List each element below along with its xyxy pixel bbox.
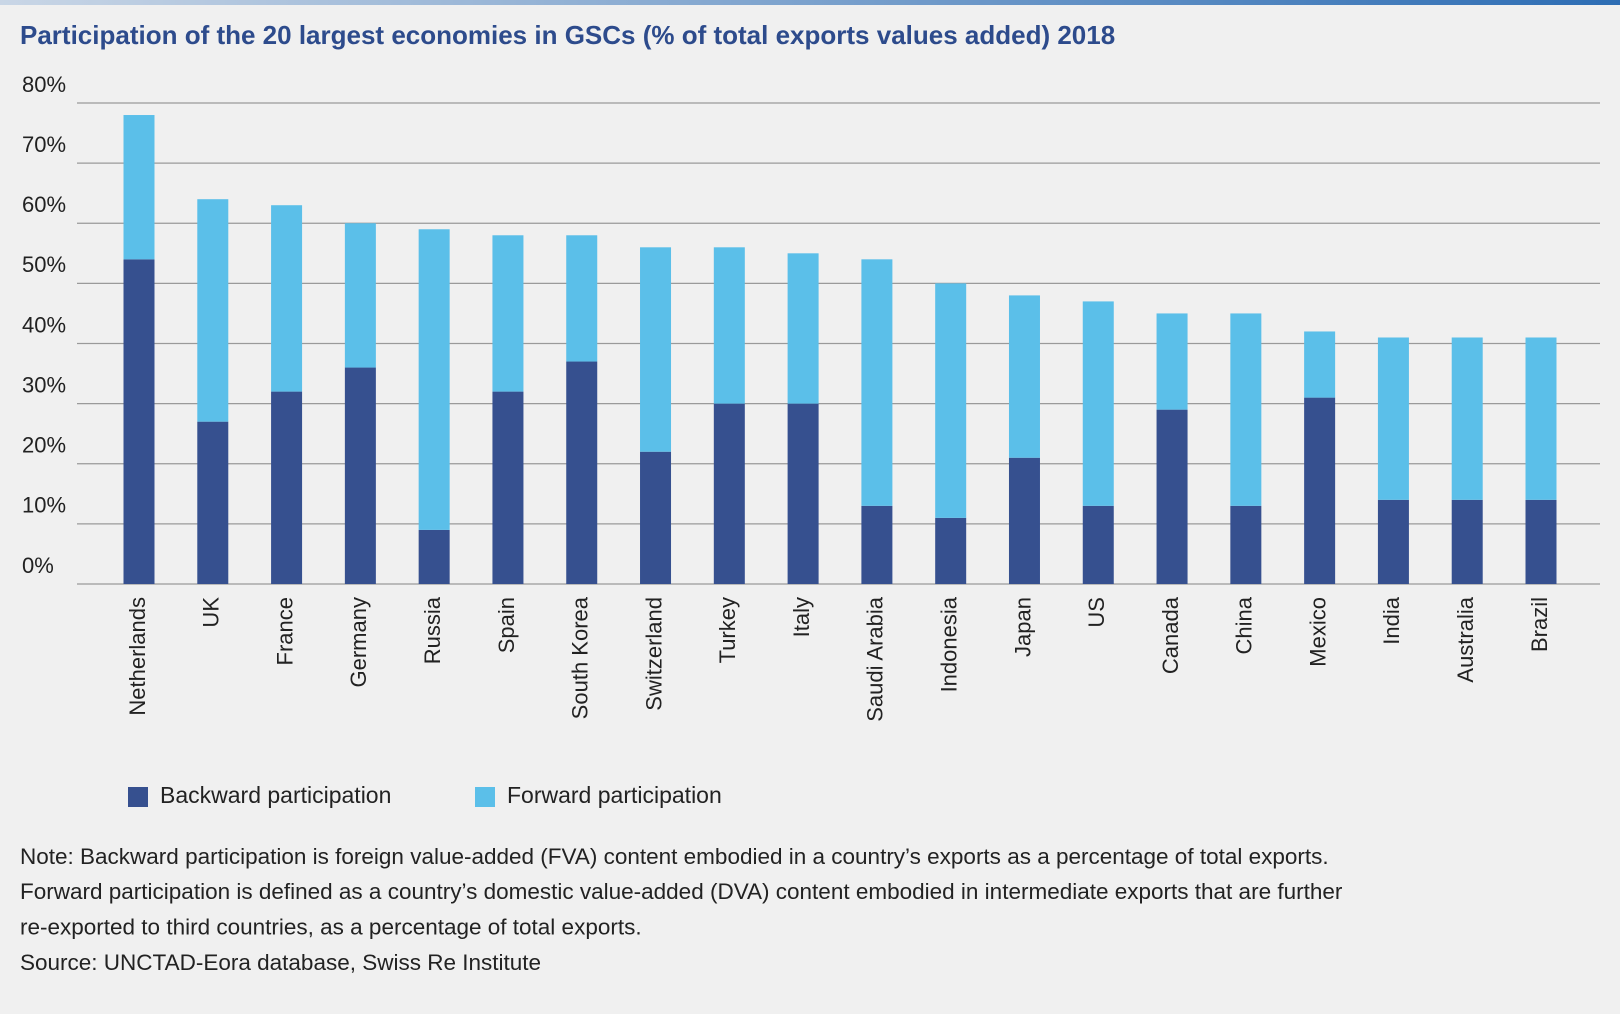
legend-label: Forward participation	[507, 782, 722, 808]
bar-segment	[787, 403, 819, 584]
bar-segment	[123, 115, 155, 260]
x-tick-label: Switzerland	[641, 597, 666, 711]
y-tick-label: 80%	[22, 72, 66, 97]
bar-segment	[1156, 313, 1188, 410]
bar-segment	[1156, 409, 1188, 584]
y-tick-label: 10%	[22, 493, 66, 518]
bar-segment	[1451, 499, 1483, 584]
chart-title: Participation of the 20 largest economie…	[20, 20, 1115, 50]
bar-segment	[566, 235, 598, 362]
x-tick-label: Germany	[346, 597, 371, 687]
y-tick-label: 40%	[22, 312, 66, 337]
bar-segment	[418, 229, 450, 530]
bar-segment	[566, 361, 598, 584]
x-tick-label: US	[1084, 597, 1109, 628]
x-tick-label: Russia	[420, 596, 445, 664]
bar-segment	[861, 505, 893, 584]
legend-swatch	[475, 787, 495, 807]
bar-segment	[1377, 337, 1409, 500]
legend-label: Backward participation	[160, 782, 391, 808]
bar-segment	[271, 391, 303, 584]
x-tick-label: France	[272, 597, 297, 665]
x-tick-label: Netherlands	[125, 597, 150, 716]
legend-swatch	[128, 787, 148, 807]
bar-segment	[492, 391, 524, 584]
bar-segment	[344, 223, 376, 368]
bar-segment	[713, 247, 745, 404]
bar-segment	[1377, 499, 1409, 584]
x-tick-label: Italy	[789, 597, 814, 637]
bar-segment	[861, 259, 893, 506]
bar-segment	[1304, 397, 1336, 584]
y-tick-label: 70%	[22, 132, 66, 157]
x-tick-label: South Korea	[568, 596, 593, 719]
bar-segment	[640, 451, 672, 584]
bar-segment	[1525, 499, 1557, 584]
y-tick-label: 60%	[22, 192, 66, 217]
bar-segment	[1304, 331, 1336, 398]
y-tick-label: 0%	[22, 553, 54, 578]
x-tick-label: Turkey	[715, 597, 740, 663]
y-tick-label: 20%	[22, 433, 66, 458]
bar-segment	[344, 367, 376, 584]
x-tick-label: Canada	[1158, 596, 1183, 674]
bar-segment	[1451, 337, 1483, 500]
top-rule	[0, 0, 1620, 5]
note: Note: Backward participation is foreign …	[20, 844, 1329, 869]
bar-segment	[418, 529, 450, 584]
bar-segment	[1082, 505, 1114, 584]
x-tick-label: Brazil	[1527, 597, 1552, 652]
bar-segment	[1230, 313, 1262, 506]
x-tick-label: Spain	[494, 597, 519, 653]
bar-segment	[271, 205, 303, 392]
bar-segment	[492, 235, 524, 392]
bar-segment	[1008, 295, 1040, 458]
bar-segment	[197, 199, 229, 422]
x-tick-label: China	[1232, 596, 1257, 654]
bar-segment	[123, 259, 155, 584]
x-tick-label: Japan	[1010, 597, 1035, 657]
bar-segment	[935, 283, 967, 518]
note: re-exported to third countries, as a per…	[20, 915, 642, 940]
bar-segment	[935, 517, 967, 584]
x-tick-label: Indonesia	[936, 596, 961, 692]
note: Forward participation is defined as a co…	[20, 879, 1343, 904]
x-tick-label: UK	[199, 597, 224, 628]
x-tick-label: Mexico	[1305, 597, 1330, 667]
bar-segment	[1082, 301, 1114, 506]
bar-segment	[1230, 505, 1262, 584]
x-tick-label: India	[1379, 596, 1404, 644]
bar-segment	[713, 403, 745, 584]
x-tick-label: Saudi Arabia	[863, 596, 888, 722]
y-tick-label: 30%	[22, 372, 66, 397]
bar-segment	[640, 247, 672, 452]
bar-segment	[787, 253, 819, 404]
bar-segment	[1525, 337, 1557, 500]
bar-segment	[197, 421, 229, 584]
x-tick-label: Australia	[1453, 596, 1478, 682]
bar-segment	[1008, 457, 1040, 584]
y-tick-label: 50%	[22, 252, 66, 277]
note: Source: UNCTAD-Eora database, Swiss Re I…	[20, 950, 541, 975]
